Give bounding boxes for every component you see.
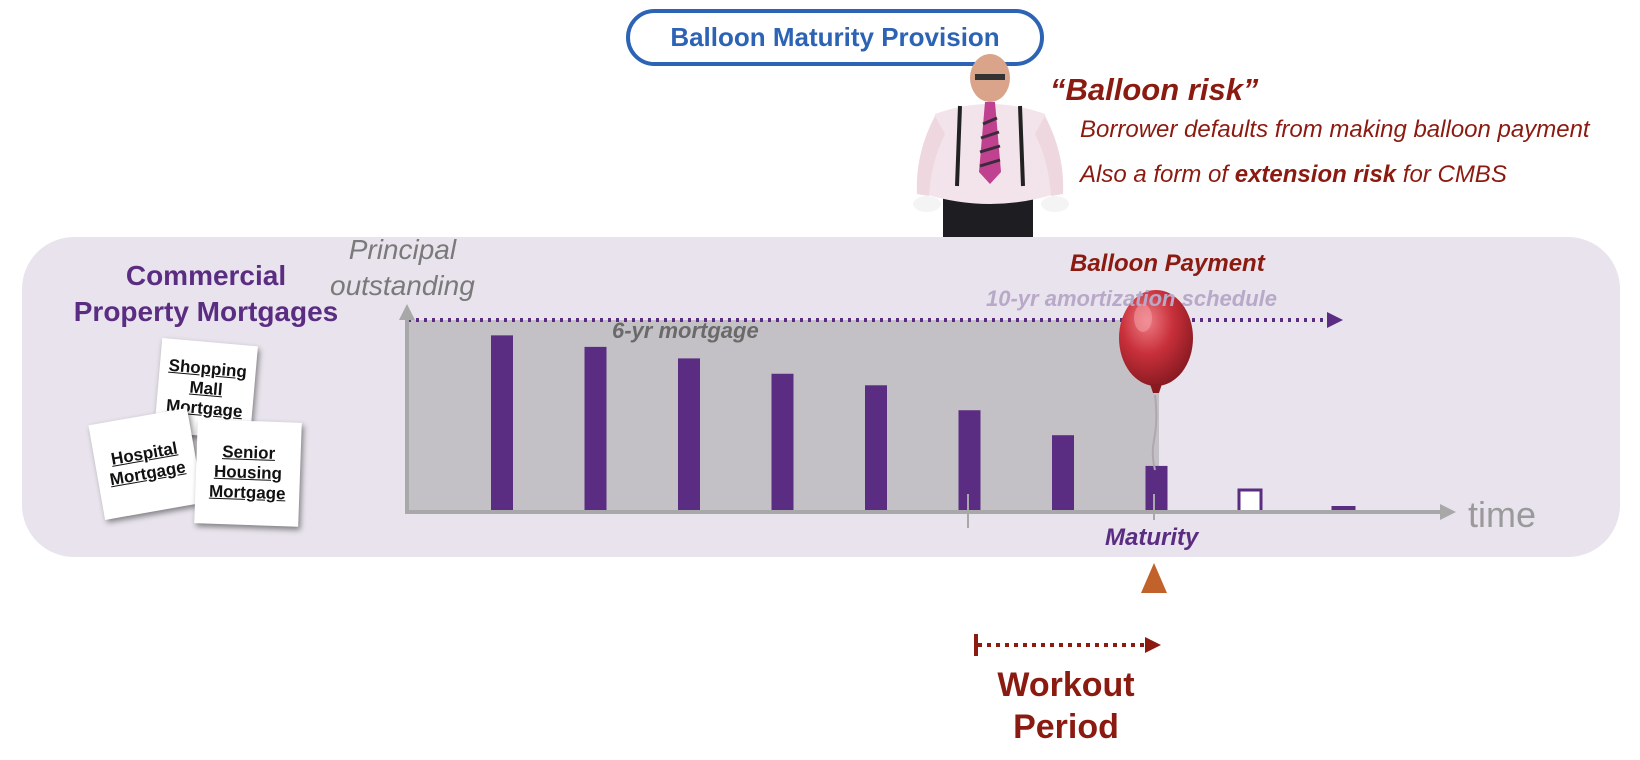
title-pill: Balloon Maturity Provision xyxy=(626,9,1044,66)
balloon-risk-line-1: Borrower defaults from making balloon pa… xyxy=(1080,116,1590,143)
principal-bar-9 xyxy=(1237,488,1263,514)
workout-label-line-2: Period xyxy=(1013,708,1119,746)
principal-bar-1 xyxy=(491,335,513,512)
six-year-mortgage-label: 6-yr mortgage xyxy=(612,318,759,343)
principal-bar-2 xyxy=(584,346,607,512)
risk-line-2-suffix: for CMBS xyxy=(1396,161,1507,188)
balloon-risk-line-2: Also a form of extension risk for CMBS xyxy=(1080,161,1507,189)
workout-period-label: Workout Period xyxy=(966,664,1166,748)
y-axis-label-line-2: outstanding xyxy=(330,270,475,301)
principal-bar-7 xyxy=(1052,435,1074,512)
extension-risk-emphasis: extension risk xyxy=(1234,161,1397,188)
workout-label-line-1: Workout xyxy=(997,666,1135,704)
principal-bar-8 xyxy=(1145,465,1168,512)
commercial-title-line-1: Commercial xyxy=(125,260,287,291)
principal-bar-4 xyxy=(771,373,794,512)
amortization-schedule-label: 10-yr amortization schedule xyxy=(986,286,1277,311)
balloon-risk-title: “Balloon risk” xyxy=(1050,72,1259,107)
y-axis-label: Principal outstanding xyxy=(330,232,475,304)
x-axis-label: time xyxy=(1468,494,1537,535)
commercial-mortgages-title: Commercial Property Mortgages xyxy=(56,258,356,330)
balloon-payment-label: Balloon Payment xyxy=(1070,250,1265,277)
maturity-label: Maturity xyxy=(1105,524,1199,551)
commercial-title-line-2: Property Mortgages xyxy=(73,296,339,327)
principal-bar-10 xyxy=(1331,506,1356,511)
principal-bar-5 xyxy=(865,385,887,512)
borrower-illustration xyxy=(913,54,1069,244)
principal-bars xyxy=(491,335,1356,514)
workout-period-arrow xyxy=(974,634,1161,656)
risk-line-2-prefix: Also a form of xyxy=(1080,161,1235,188)
principal-bar-6 xyxy=(958,410,981,512)
y-axis-label-line-1: Principal xyxy=(348,234,457,265)
page-title: Balloon Maturity Provision xyxy=(670,22,1000,52)
balloon-icon xyxy=(1119,290,1193,471)
principal-bar-3 xyxy=(678,358,700,512)
maturity-marker-icon xyxy=(1141,563,1167,593)
